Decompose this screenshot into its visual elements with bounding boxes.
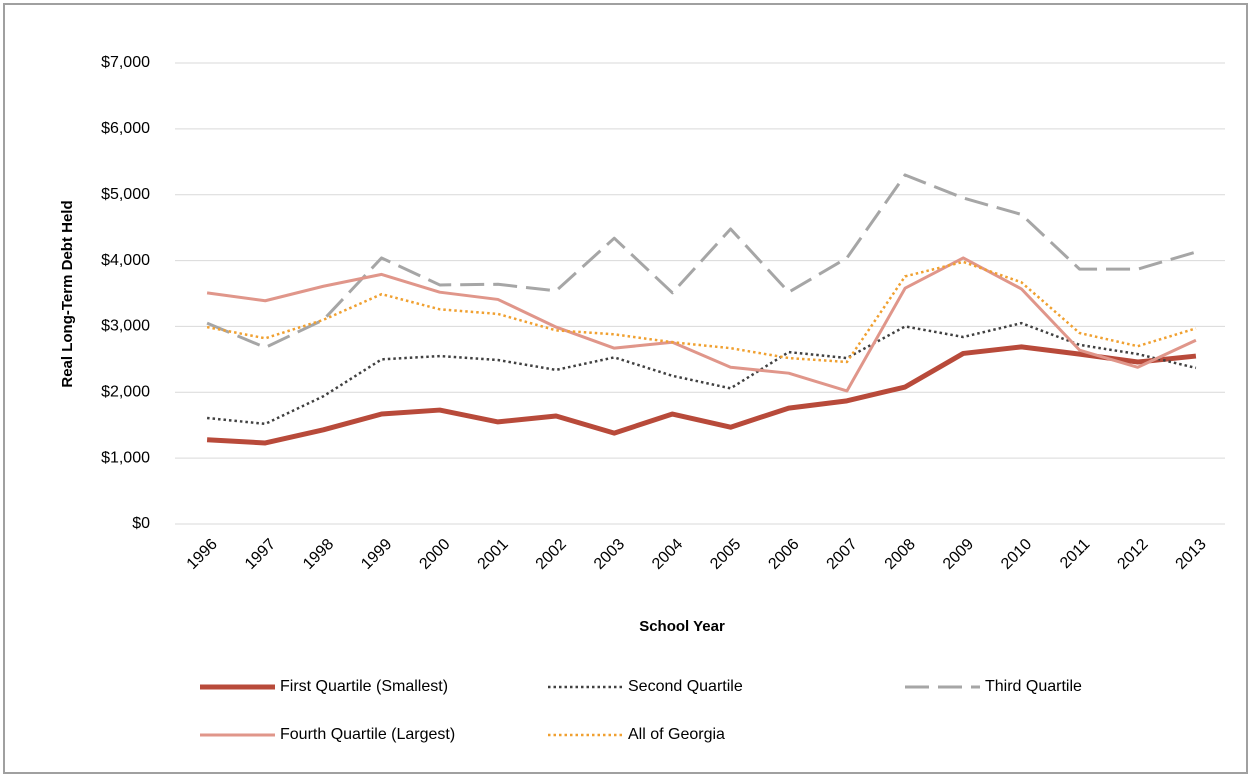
- y-tick-label: $4,000: [101, 252, 150, 269]
- legend-label: Second Quartile: [628, 678, 743, 695]
- series-line: [206, 344, 1197, 446]
- y-tick-label: $1,000: [101, 449, 150, 466]
- x-axis-title: School Year: [639, 618, 725, 635]
- legend-label: Fourth Quartile (Largest): [280, 726, 455, 743]
- series-line: [206, 321, 1197, 426]
- legend-label: All of Georgia: [628, 726, 725, 743]
- y-tick-label: $5,000: [101, 186, 150, 203]
- chart-frame: [3, 3, 1248, 774]
- legend-label: Third Quartile: [985, 678, 1082, 695]
- y-tick-label: $3,000: [101, 318, 150, 335]
- y-tick-label: $7,000: [101, 54, 150, 71]
- series-line: [206, 256, 1197, 393]
- series-line: [206, 260, 1197, 364]
- y-tick-label: $2,000: [101, 384, 150, 401]
- y-tick-label: $6,000: [101, 120, 150, 137]
- legend-label: First Quartile (Smallest): [280, 678, 448, 695]
- y-tick-label: $0: [132, 515, 150, 532]
- series-line: [206, 173, 1197, 350]
- y-axis-title: Real Long-Term Debt Held: [59, 200, 76, 387]
